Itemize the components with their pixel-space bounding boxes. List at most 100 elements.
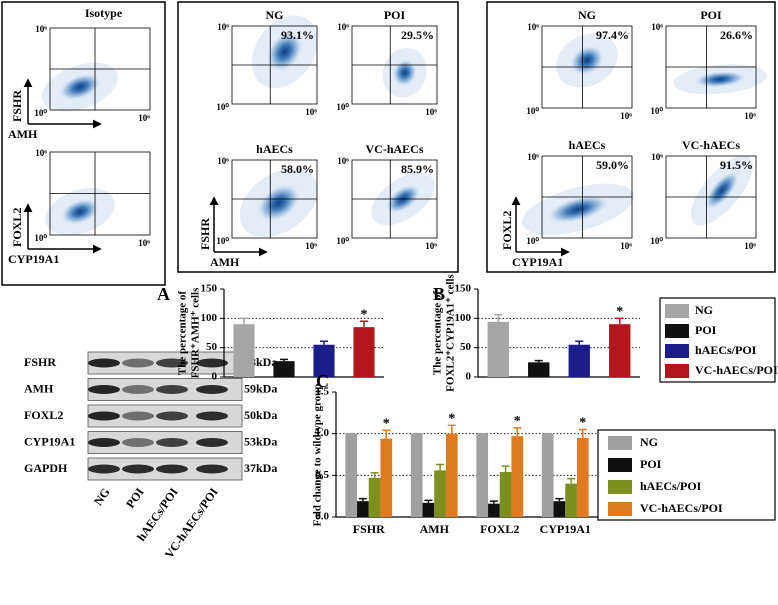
tick-label: 10⁶ <box>305 241 317 251</box>
y-tick-label: 0.5 <box>315 469 329 481</box>
tick-label: 10⁶ <box>138 113 150 123</box>
blot-band <box>156 438 188 447</box>
plot-frame <box>231 159 318 239</box>
plot-title: NG <box>578 8 596 22</box>
bar <box>422 502 435 517</box>
blot-band <box>122 411 154 421</box>
plot-frame <box>49 151 151 236</box>
blot-band <box>122 385 154 394</box>
axis-label: FOXL2 <box>10 208 24 247</box>
protein-label: CYP19A1 <box>24 434 75 448</box>
tick-label: 10⁶ <box>527 22 539 32</box>
legend-swatch <box>608 502 632 516</box>
bar <box>541 433 554 517</box>
x-tick-label: CYP19A1 <box>540 522 591 536</box>
plot-title: POI <box>384 8 406 22</box>
tick-label: 10⁶ <box>35 148 47 158</box>
bar <box>576 437 589 517</box>
tick-label: 10⁰ <box>526 106 539 116</box>
bar <box>313 344 335 377</box>
blot-band <box>196 464 228 474</box>
density-core <box>392 59 417 87</box>
axis-label: AMH <box>8 127 38 141</box>
y-tick-label: 100 <box>455 312 472 324</box>
legend-label: NG <box>695 303 713 317</box>
y-tick-label: 100 <box>201 312 218 324</box>
protein-label: FSHR <box>24 355 56 369</box>
plot-frame <box>541 25 633 109</box>
bar <box>345 433 358 517</box>
significance-mark: * <box>448 412 455 427</box>
density-core <box>694 71 746 88</box>
panel-frame <box>177 1 459 273</box>
plot-title: POI <box>700 8 722 22</box>
lane-label: POI <box>123 485 147 511</box>
density-core <box>58 73 102 101</box>
tick-label: 10⁰ <box>650 106 663 116</box>
y-tick-label: 150 <box>201 283 218 295</box>
y-axis-label: The percentage of <box>177 291 189 375</box>
y-tick-label: 1.0 <box>315 427 329 439</box>
density-core <box>546 195 610 224</box>
axis-label: FOXL2 <box>500 211 514 250</box>
blot-band <box>88 358 120 368</box>
bar <box>434 470 446 517</box>
gate-percent: 29.5% <box>401 28 434 42</box>
size-label: 50kDa <box>244 408 277 422</box>
gate-percent: 91.5% <box>720 158 753 172</box>
bar <box>368 477 381 517</box>
bar <box>445 433 458 517</box>
tick-label: 10⁶ <box>337 22 349 32</box>
plot-frame <box>665 155 757 239</box>
plot-frame <box>665 25 757 109</box>
bar <box>380 438 393 517</box>
blot-band <box>88 411 120 421</box>
plot-frame <box>351 159 438 239</box>
tick-label: 10⁶ <box>305 107 317 117</box>
bar <box>499 472 512 517</box>
tick-label: 10⁰ <box>336 102 349 112</box>
plot-frame <box>541 155 633 239</box>
x-tick-label: FSHR <box>353 522 385 536</box>
legend-label: POI <box>640 457 662 471</box>
bar <box>410 433 423 517</box>
panel-letter: B <box>433 284 445 304</box>
density-core <box>569 45 605 76</box>
y-tick-label: 150 <box>455 283 472 295</box>
legend-label: hAECs/POI <box>695 343 757 357</box>
plot-title: VC-hAECs <box>365 142 423 156</box>
tick-label: 10⁶ <box>744 241 756 251</box>
panel-frame <box>486 1 776 273</box>
bar <box>609 324 631 377</box>
size-label: 37kDa <box>244 461 277 475</box>
tick-label: 10⁰ <box>34 233 47 243</box>
tick-label: 10⁶ <box>651 22 663 32</box>
tick-label: 10⁰ <box>336 236 349 246</box>
density-core <box>266 31 303 72</box>
axis-label: CYP19A1 <box>512 255 563 269</box>
y-tick-label: 50 <box>206 341 218 353</box>
significance-mark: * <box>361 307 368 322</box>
plot-frame <box>231 25 318 105</box>
x-tick-label: AMH <box>420 522 450 536</box>
tick-label: 10⁶ <box>35 24 47 34</box>
blot-band <box>156 464 188 474</box>
tick-label: 10⁶ <box>138 238 150 248</box>
bar <box>565 483 577 517</box>
panel-frame <box>1 1 166 286</box>
gate-percent: 58.0% <box>281 162 314 176</box>
blot-band <box>122 438 154 447</box>
protein-label: AMH <box>24 381 54 395</box>
significance-mark: * <box>383 417 390 432</box>
y-axis-label: FSHR⁺AMH⁺ cells <box>190 287 202 378</box>
plot-frame <box>49 27 151 111</box>
tick-label: 10⁶ <box>217 156 229 166</box>
bar <box>353 327 375 377</box>
density-core <box>60 198 100 225</box>
bar <box>488 503 500 517</box>
legend-swatch <box>608 436 632 450</box>
axis-label: FSHR <box>198 218 212 250</box>
bar <box>357 501 369 517</box>
bar <box>568 344 590 377</box>
blot-band <box>196 358 228 368</box>
